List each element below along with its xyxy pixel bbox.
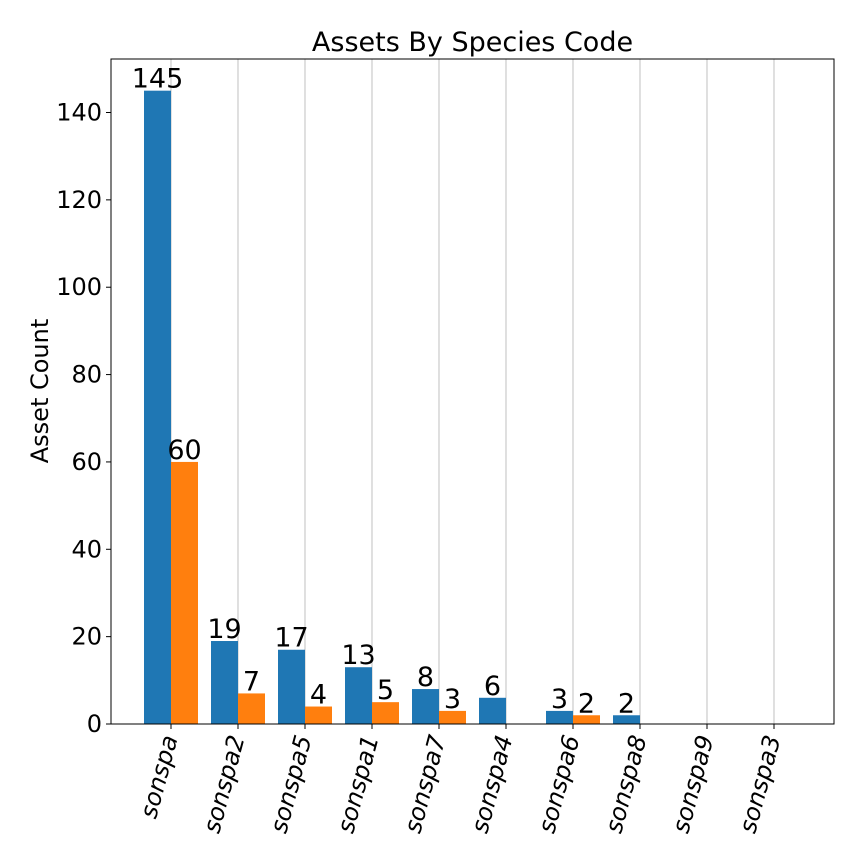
bar bbox=[573, 715, 600, 724]
data-label: 13 bbox=[341, 640, 375, 671]
x-tick-label: sonspa bbox=[135, 732, 184, 821]
data-label: 145 bbox=[132, 64, 184, 95]
y-axis-title: Asset Count bbox=[26, 319, 54, 464]
x-tick-label: sonspa9 bbox=[667, 732, 720, 836]
x-tick-label: sonspa7 bbox=[399, 731, 452, 836]
bar bbox=[372, 702, 399, 724]
y-tick-label: 40 bbox=[71, 535, 102, 563]
y-tick-label: 100 bbox=[56, 273, 102, 301]
y-axis-ticks: 0 20 40 60 80 100 120 140 bbox=[56, 99, 111, 738]
bar bbox=[211, 641, 238, 724]
x-tick-label: sonspa6 bbox=[533, 732, 586, 836]
data-label: 7 bbox=[243, 666, 260, 697]
data-label: 17 bbox=[274, 623, 308, 654]
bar bbox=[278, 649, 305, 724]
data-label: 2 bbox=[578, 688, 595, 719]
y-tick-label: 80 bbox=[71, 361, 102, 389]
bar bbox=[144, 90, 171, 724]
x-tick-label: sonspa5 bbox=[265, 732, 318, 836]
data-label: 4 bbox=[310, 680, 327, 711]
x-tick-label: sonspa4 bbox=[466, 732, 519, 836]
data-label: 3 bbox=[551, 684, 568, 715]
data-label: 2 bbox=[618, 688, 635, 719]
bar bbox=[479, 697, 506, 724]
data-label: 5 bbox=[377, 675, 394, 706]
bar bbox=[412, 689, 439, 724]
x-tick-label: sonspa3 bbox=[734, 732, 787, 836]
bar bbox=[171, 461, 198, 724]
bar bbox=[546, 710, 573, 724]
x-axis-ticks: sonspa sonspa2 sonspa5 sonspa1 sonspa7 sonspa… bbox=[135, 724, 787, 836]
bar bbox=[345, 667, 372, 724]
data-label: 8 bbox=[417, 662, 434, 693]
x-tick-label: sonspa1 bbox=[332, 732, 385, 836]
y-tick-label: 140 bbox=[56, 99, 102, 127]
x-tick-label: sonspa2 bbox=[198, 732, 251, 836]
bars bbox=[144, 90, 640, 724]
data-label: 3 bbox=[444, 684, 461, 715]
plot-frame bbox=[110, 58, 835, 725]
grid-lines bbox=[170, 59, 775, 724]
bar bbox=[439, 710, 466, 724]
data-label: 6 bbox=[484, 671, 501, 702]
data-label: 60 bbox=[167, 435, 201, 466]
data-label: 19 bbox=[207, 614, 241, 645]
y-tick-label: 20 bbox=[71, 623, 102, 651]
bar bbox=[613, 715, 640, 724]
chart-title: Assets By Species Code bbox=[312, 27, 633, 58]
bar bbox=[238, 693, 265, 724]
x-tick-label: sonspa8 bbox=[600, 732, 653, 836]
y-tick-label: 0 bbox=[87, 710, 102, 738]
y-tick-label: 120 bbox=[56, 186, 102, 214]
y-tick-label: 60 bbox=[71, 448, 102, 476]
bar bbox=[305, 706, 332, 724]
